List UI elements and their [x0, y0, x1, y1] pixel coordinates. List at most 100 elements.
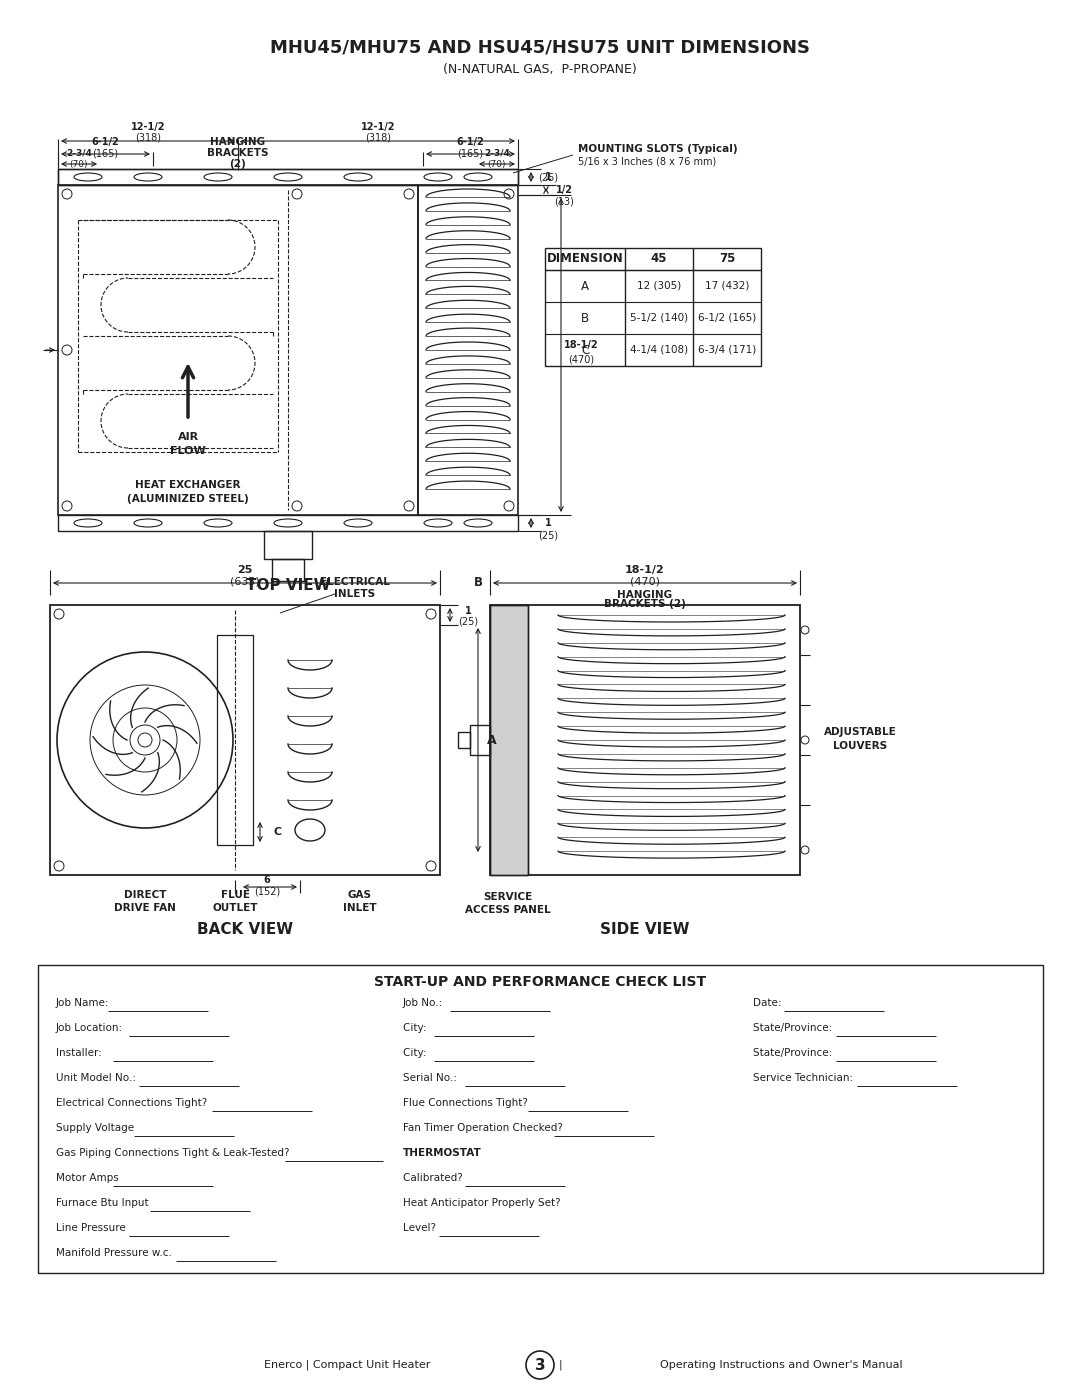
Text: 6-3/4 (171): 6-3/4 (171) [698, 345, 756, 355]
Bar [490, 605, 528, 875]
Text: State/Province:: State/Province: [753, 1048, 836, 1058]
Text: Level?: Level? [403, 1222, 440, 1234]
Text: Operating Instructions and Owner's Manual: Operating Instructions and Owner's Manua… [660, 1361, 903, 1370]
Text: Manifold Pressure w.c.: Manifold Pressure w.c. [56, 1248, 175, 1259]
Ellipse shape [345, 520, 372, 527]
Ellipse shape [424, 520, 453, 527]
Text: BACK VIEW: BACK VIEW [197, 922, 293, 937]
Text: Job Name:: Job Name: [56, 997, 112, 1009]
Bar [58, 184, 418, 515]
Text: 18-1/2: 18-1/2 [625, 564, 665, 576]
Text: (318): (318) [135, 133, 161, 142]
Text: 3: 3 [535, 1358, 545, 1372]
Text: (25): (25) [458, 617, 478, 627]
Text: (635): (635) [230, 576, 260, 585]
Bar [217, 636, 253, 845]
Text: MHU45/MHU75 AND HSU45/HSU75 UNIT DIMENSIONS: MHU45/MHU75 AND HSU45/HSU75 UNIT DIMENSI… [270, 39, 810, 57]
Ellipse shape [295, 819, 325, 841]
Text: 6-1/2: 6-1/2 [456, 137, 484, 147]
Text: Service Technician:: Service Technician: [753, 1073, 856, 1083]
Text: 6-1/2 (165): 6-1/2 (165) [698, 313, 756, 323]
Text: State/Province:: State/Province: [753, 1023, 836, 1032]
Bar [50, 605, 440, 875]
Text: ELECTRICAL: ELECTRICAL [320, 577, 390, 587]
Text: (318): (318) [365, 133, 391, 142]
Bar [490, 605, 800, 875]
Text: |: | [558, 1359, 562, 1370]
Text: FLUE: FLUE [220, 890, 249, 900]
Bar [418, 184, 518, 515]
Text: TOP VIEW: TOP VIEW [246, 578, 330, 594]
Text: MOUNTING SLOTS (Typical): MOUNTING SLOTS (Typical) [578, 144, 738, 154]
Text: Unit Model No.:: Unit Model No.: [56, 1073, 139, 1083]
Text: 1: 1 [544, 518, 552, 528]
Text: 5-1/2 (140): 5-1/2 (140) [630, 313, 688, 323]
Ellipse shape [345, 173, 372, 182]
Text: (N-NATURAL GAS,  P-PROPANE): (N-NATURAL GAS, P-PROPANE) [443, 63, 637, 77]
Text: THERMOSTAT: THERMOSTAT [403, 1148, 482, 1158]
Text: Calibrated?: Calibrated? [403, 1173, 465, 1183]
Text: 12-1/2: 12-1/2 [361, 122, 395, 131]
Text: 12 (305): 12 (305) [637, 281, 681, 291]
Text: 18-1/2: 18-1/2 [564, 339, 598, 351]
Text: ADJUSTABLE: ADJUSTABLE [824, 726, 896, 738]
Text: Flue Connections Tight?: Flue Connections Tight? [403, 1098, 531, 1108]
Text: (152): (152) [254, 887, 280, 897]
Text: A: A [581, 279, 589, 292]
Text: Gas Piping Connections Tight & Leak-Tested?: Gas Piping Connections Tight & Leak-Test… [56, 1148, 293, 1158]
Ellipse shape [134, 173, 162, 182]
Text: 45: 45 [651, 253, 667, 265]
Text: FLOW: FLOW [171, 446, 206, 455]
Bar [458, 732, 470, 747]
Text: Electrical Connections Tight?: Electrical Connections Tight? [56, 1098, 211, 1108]
Bar [264, 531, 312, 559]
Text: 4-1/4 (108): 4-1/4 (108) [630, 345, 688, 355]
Text: HEAT EXCHANGER: HEAT EXCHANGER [135, 481, 241, 490]
Text: Supply Voltage: Supply Voltage [56, 1123, 137, 1133]
Bar [58, 515, 518, 531]
Text: SIDE VIEW: SIDE VIEW [600, 922, 690, 937]
Ellipse shape [274, 520, 302, 527]
Text: START-UP AND PERFORMANCE CHECK LIST: START-UP AND PERFORMANCE CHECK LIST [374, 975, 706, 989]
Ellipse shape [134, 520, 162, 527]
Text: (70): (70) [488, 161, 507, 169]
Ellipse shape [75, 173, 102, 182]
Text: 2-3/4: 2-3/4 [66, 148, 92, 158]
Text: 1/2: 1/2 [555, 184, 572, 196]
Text: DRIVE FAN: DRIVE FAN [114, 902, 176, 914]
Text: B: B [581, 312, 589, 324]
Text: OUTLET: OUTLET [213, 902, 258, 914]
Text: City:: City: [403, 1023, 430, 1032]
Ellipse shape [204, 520, 232, 527]
Text: City:: City: [403, 1048, 430, 1058]
Text: INLET: INLET [343, 902, 377, 914]
Text: 2-3/4: 2-3/4 [484, 148, 510, 158]
Text: (70): (70) [70, 161, 89, 169]
Text: Enerco | Compact Unit Heater: Enerco | Compact Unit Heater [264, 1359, 430, 1370]
Text: 6: 6 [264, 875, 270, 886]
Text: Heat Anticipator Properly Set?: Heat Anticipator Properly Set? [403, 1199, 561, 1208]
Text: HANGING: HANGING [618, 590, 673, 599]
Text: C: C [273, 827, 281, 837]
Text: SERVICE: SERVICE [484, 893, 532, 902]
Text: Motor Amps: Motor Amps [56, 1173, 122, 1183]
Bar [272, 559, 303, 581]
Ellipse shape [464, 173, 492, 182]
Bar [58, 169, 518, 184]
Text: GAS: GAS [348, 890, 372, 900]
Text: Serial No.:: Serial No.: [403, 1073, 460, 1083]
Text: Furnace Btu Input: Furnace Btu Input [56, 1199, 152, 1208]
Text: 6-1/2: 6-1/2 [91, 137, 119, 147]
Text: BRACKETS (2): BRACKETS (2) [604, 599, 686, 609]
Text: C: C [581, 344, 589, 356]
Text: (25): (25) [538, 529, 558, 541]
Text: BRACKETS: BRACKETS [207, 148, 269, 158]
Text: 5/16 x 3 Inches (8 x 76 mm): 5/16 x 3 Inches (8 x 76 mm) [578, 156, 716, 166]
Text: Fan Timer Operation Checked?: Fan Timer Operation Checked? [403, 1123, 566, 1133]
Bar [470, 725, 490, 754]
Text: 75: 75 [719, 253, 735, 265]
Text: 17 (432): 17 (432) [705, 281, 750, 291]
Ellipse shape [75, 520, 102, 527]
Text: Line Pressure: Line Pressure [56, 1222, 129, 1234]
Ellipse shape [204, 173, 232, 182]
